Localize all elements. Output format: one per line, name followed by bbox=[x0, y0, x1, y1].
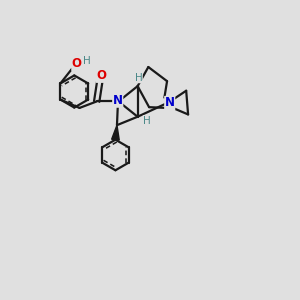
Text: N: N bbox=[165, 97, 175, 110]
Text: H: H bbox=[134, 73, 142, 83]
Text: H: H bbox=[83, 56, 91, 66]
Text: O: O bbox=[96, 69, 106, 82]
Text: O: O bbox=[72, 58, 82, 70]
Polygon shape bbox=[112, 125, 119, 140]
Text: H: H bbox=[143, 116, 151, 126]
Text: N: N bbox=[113, 94, 123, 107]
